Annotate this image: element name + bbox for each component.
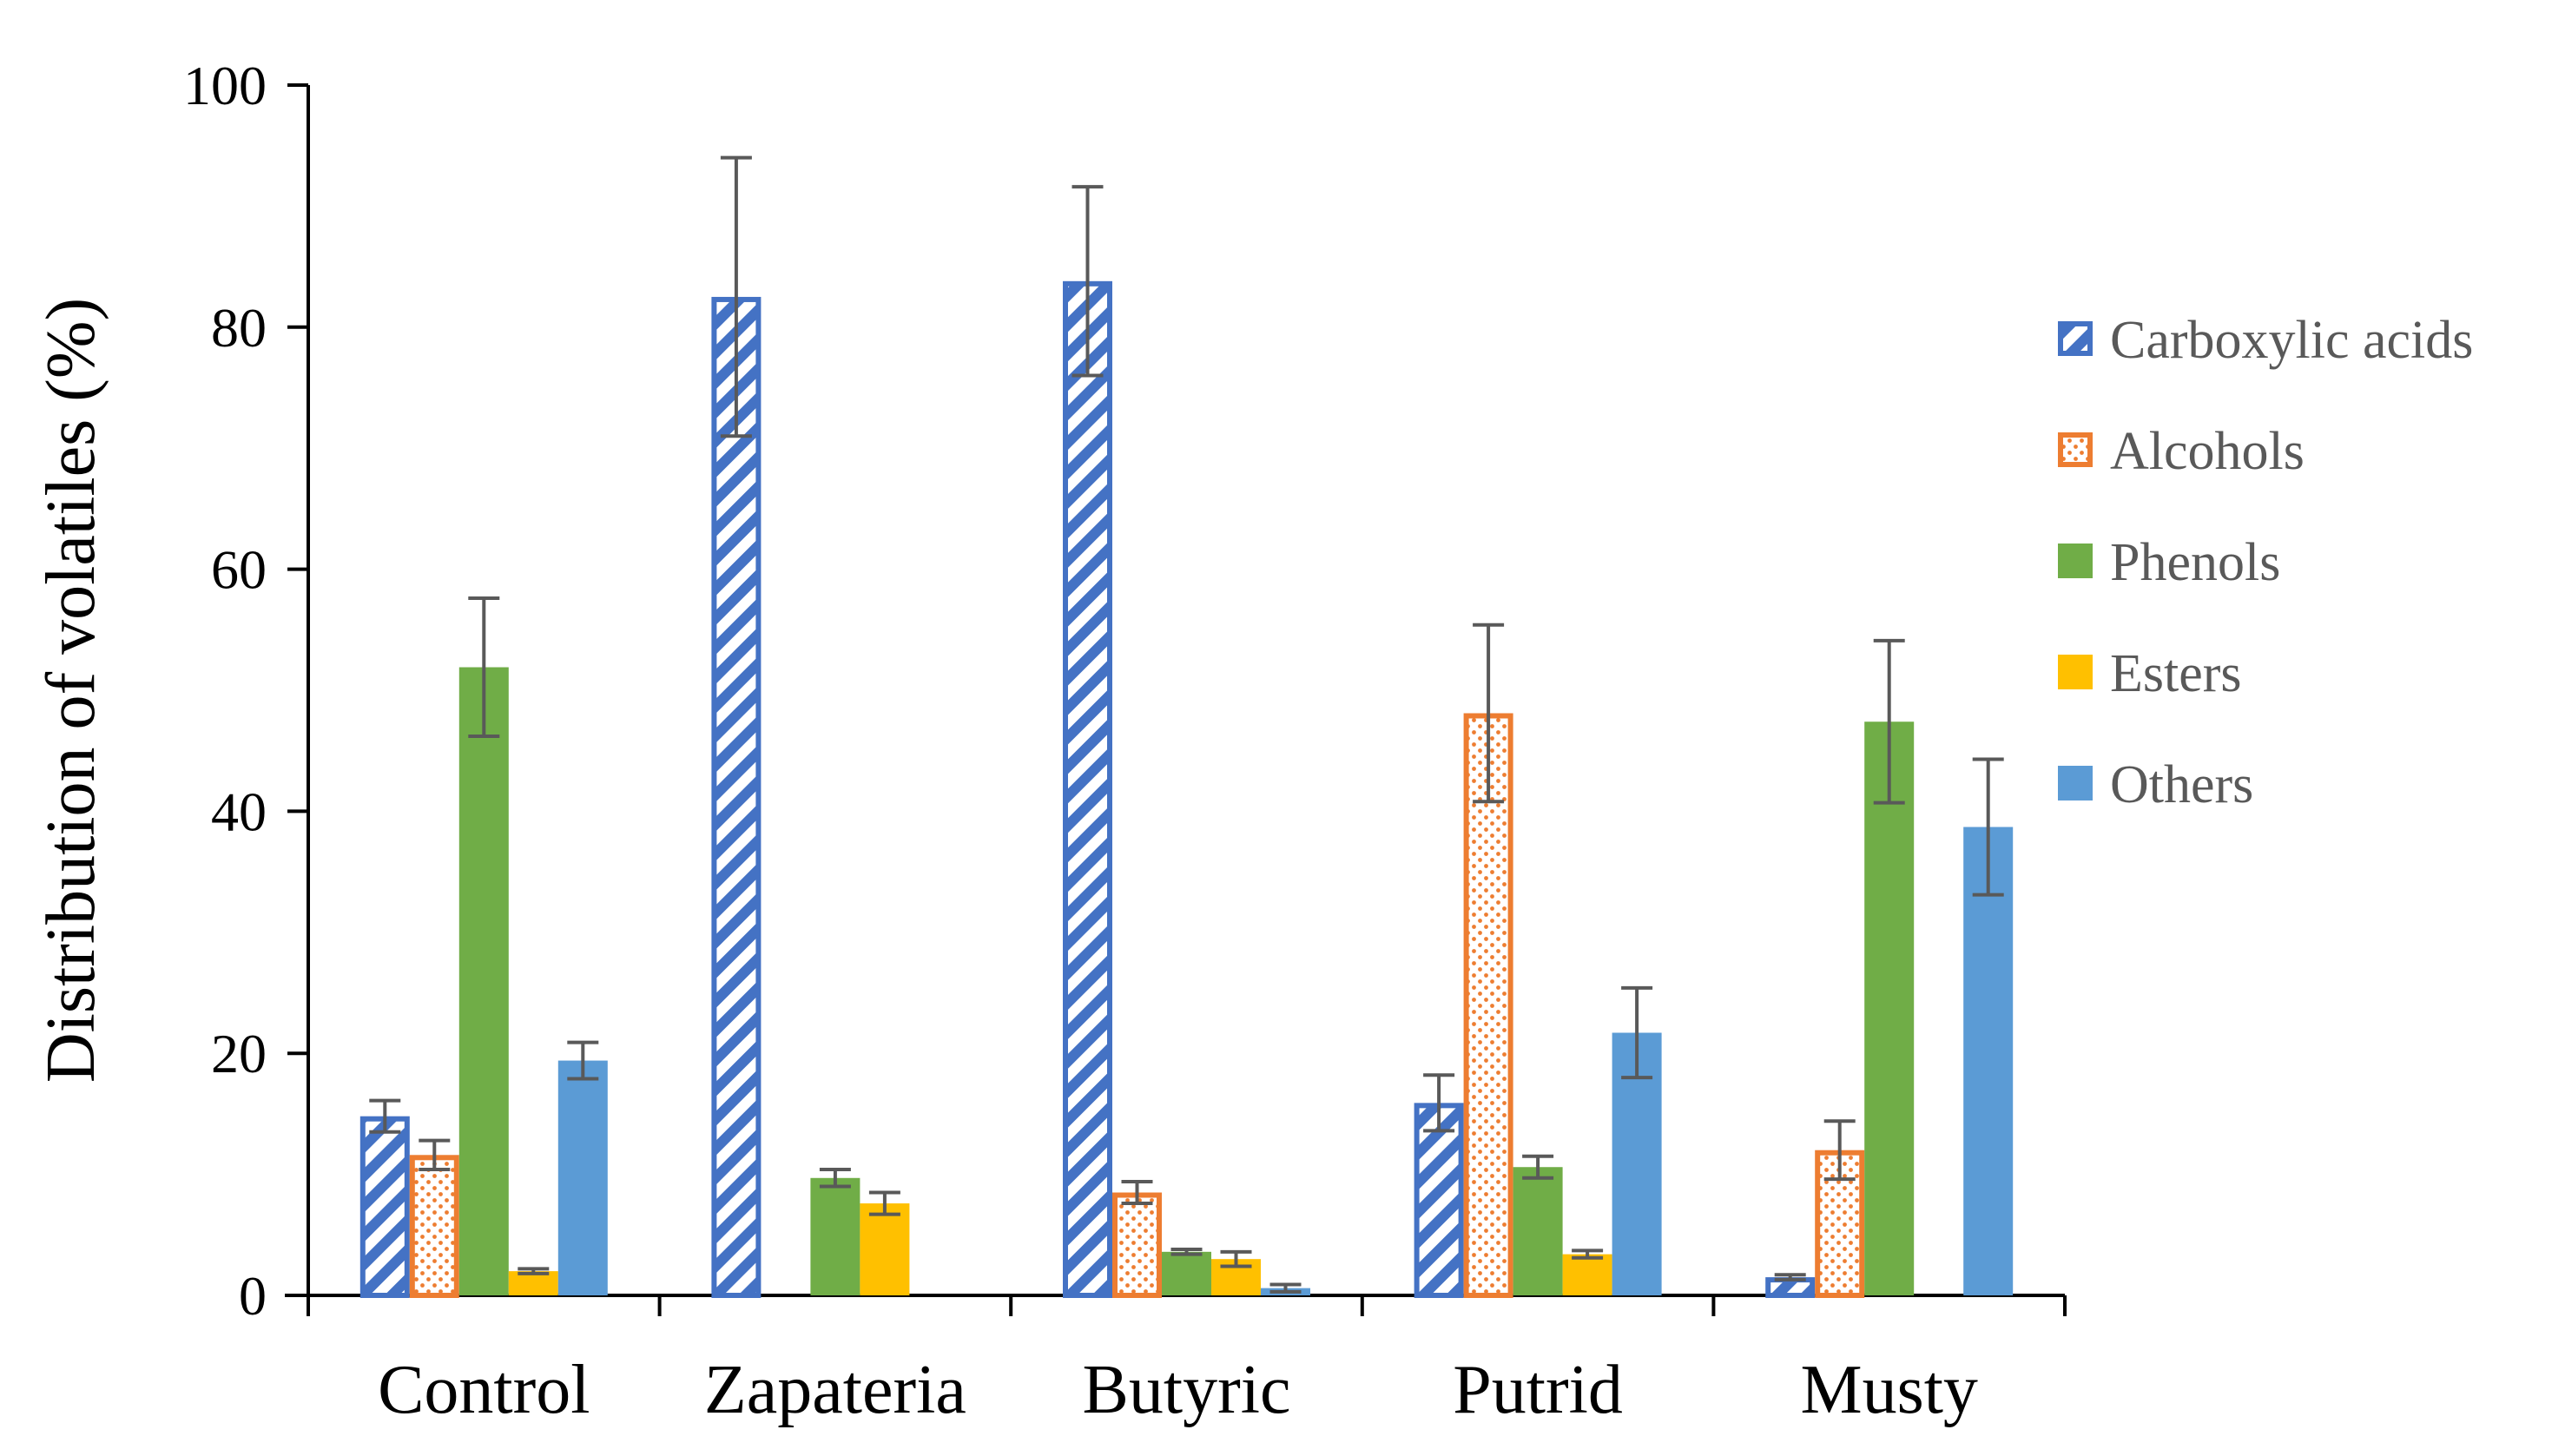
legend-swatch-others — [2058, 766, 2093, 800]
category-label-control: Control — [378, 1352, 590, 1428]
bar-control-alcohols — [409, 1155, 459, 1299]
bar-butyric-phenols — [1162, 1251, 1211, 1295]
legend-swatch-phenols — [2058, 544, 2093, 578]
y-tick-label-0: 0 — [239, 1265, 267, 1327]
x-ticks: Control Zapateria Butyric Putrid Musty — [307, 1295, 2067, 1428]
bar-butyric-carboxylic-acids — [1063, 280, 1112, 1298]
error-bar-putrid-carboxylic-acids — [1423, 1073, 1455, 1133]
legend-item-others: Others — [2058, 755, 2253, 814]
legend-swatch-esters — [2058, 655, 2093, 689]
legend-item-esters: Esters — [2058, 644, 2242, 703]
legend-label-alcohols: Alcohols — [2110, 422, 2305, 481]
y-axis-title: Distribution of volatiles (%) — [33, 298, 109, 1083]
category-label-zapateria: Zapateria — [704, 1352, 966, 1428]
bar-zapateria-phenols — [810, 1177, 860, 1295]
category-label-musty: Musty — [1800, 1352, 1978, 1428]
y-tick-label-80: 80 — [211, 297, 267, 359]
bar-control-phenols — [458, 667, 509, 1295]
legend: Carboxylic acids Alcohols Phenols Esters Oth… — [2058, 311, 2473, 814]
bar-musty-others — [1963, 827, 2014, 1295]
legend-swatch-carboxylic-acids — [2058, 321, 2093, 356]
bar-zapateria-carboxylic-acids — [711, 296, 762, 1299]
error-bar-putrid-phenols — [1522, 1154, 1554, 1180]
error-bars — [369, 155, 2004, 1294]
error-bar-butyric-carboxylic-acids — [1071, 185, 1104, 378]
y-tick-label-40: 40 — [211, 781, 267, 842]
bar-butyric-alcohols — [1112, 1192, 1162, 1299]
error-bar-butyric-phenols — [1170, 1248, 1203, 1256]
error-bar-control-alcohols — [419, 1138, 451, 1172]
error-bar-butyric-alcohols — [1121, 1179, 1153, 1206]
category-label-butyric: Butyric — [1083, 1352, 1291, 1428]
legend-label-others: Others — [2110, 755, 2253, 814]
bar-zapateria-esters — [860, 1203, 910, 1295]
y-tick-label-100: 100 — [183, 55, 267, 116]
error-bar-musty-carboxylic-acids — [1774, 1273, 1806, 1281]
y-ticks: 0 20 40 60 80 100 — [183, 55, 308, 1327]
error-bar-control-carboxylic-acids — [369, 1098, 401, 1134]
bar-musty-carboxylic-acids — [1765, 1277, 1816, 1298]
legend-item-alcohols: Alcohols — [2058, 422, 2305, 481]
bar-control-others — [557, 1060, 608, 1295]
bar-musty-phenols — [1864, 721, 1915, 1295]
bar-control-carboxylic-acids — [359, 1116, 410, 1298]
legend-label-esters: Esters — [2110, 644, 2242, 703]
error-bar-musty-others — [1972, 757, 2004, 897]
error-bar-control-phenols — [468, 596, 500, 738]
bar-putrid-esters — [1562, 1254, 1612, 1295]
error-bar-zapateria-esters — [868, 1190, 900, 1216]
legend-item-carboxylic-acids: Carboxylic acids — [2058, 311, 2473, 370]
error-bar-butyric-others — [1269, 1282, 1302, 1294]
legend-label-phenols: Phenols — [2110, 533, 2280, 592]
error-bar-zapateria-phenols — [819, 1168, 851, 1189]
y-tick-label-20: 20 — [211, 1023, 267, 1084]
category-label-putrid: Putrid — [1453, 1352, 1623, 1428]
error-bar-control-others — [567, 1040, 599, 1081]
error-bar-putrid-esters — [1572, 1248, 1604, 1260]
legend-swatch-alcohols — [2058, 432, 2093, 467]
y-tick-label-60: 60 — [211, 539, 267, 601]
bar-putrid-carboxylic-acids — [1414, 1103, 1464, 1298]
legend-label-carboxylic-acids: Carboxylic acids — [2110, 311, 2473, 370]
error-bar-musty-phenols — [1873, 638, 1905, 805]
bar-putrid-phenols — [1513, 1167, 1563, 1295]
legend-item-phenols: Phenols — [2058, 533, 2280, 592]
error-bar-putrid-others — [1621, 985, 1653, 1080]
error-bar-musty-alcohols — [1823, 1119, 1856, 1182]
error-bar-butyric-esters — [1220, 1249, 1252, 1268]
error-bar-control-esters — [518, 1267, 550, 1275]
error-bar-zapateria-carboxylic-acids — [720, 155, 752, 438]
error-bar-putrid-alcohols — [1473, 623, 1505, 804]
bars — [359, 280, 2014, 1299]
